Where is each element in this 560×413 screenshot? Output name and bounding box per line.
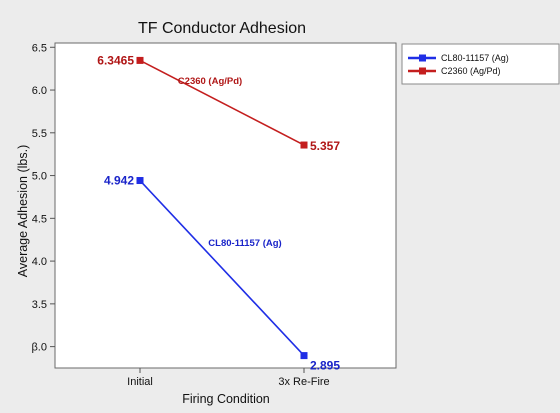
data-point [300, 141, 308, 149]
data-point [136, 56, 144, 64]
data-label: 4.942 [104, 174, 134, 188]
legend-box [401, 43, 560, 85]
series-inline-label: C2360 (Ag/Pd) [178, 76, 242, 87]
y-tick-label: 6.5 [32, 42, 47, 54]
data-point [136, 177, 144, 185]
y-tick-label: 6.0 [32, 85, 47, 97]
data-point [300, 352, 308, 360]
legend-entry-label: C2360 (Ag/Pd) [441, 66, 501, 76]
series-line-0 [139, 179, 305, 357]
x-axis-title: Firing Condition [182, 392, 270, 406]
y-tick-label: β.0 [31, 342, 47, 354]
y-tick-label: 3.5 [32, 299, 47, 311]
y-axis-title: Average Adhesion (lbs.) [16, 145, 30, 278]
y-tick-label: 4.0 [32, 256, 47, 268]
series-line-1 [139, 59, 305, 146]
series-layer: 4.942 2.895 CL80-11157 (Ag) 6.3465 5.357 C236… [97, 53, 340, 372]
y-tick-label: 4.5 [32, 213, 47, 225]
y-tick-label: 5.5 [32, 128, 47, 140]
legend-swatch-marker [419, 54, 426, 62]
plot-area [54, 42, 397, 369]
y-axis: β.0 3.5 4.0 4.5 5.0 5.5 6.0 6.5 [31, 42, 55, 354]
data-label: 2.895 [310, 359, 340, 373]
x-tick-label: Initial [127, 376, 153, 388]
legend-entry-label: CL80-11157 (Ag) [441, 53, 509, 63]
legend-swatch-marker [419, 67, 426, 75]
series-inline-label: CL80-11157 (Ag) [208, 238, 281, 249]
y-tick-label: 5.0 [32, 171, 47, 183]
data-label: 5.357 [310, 139, 340, 153]
legend: CL80-11157 (Ag) C2360 (Ag/Pd) [408, 53, 509, 76]
x-axis: Initial 3x Re-Fire [127, 368, 330, 388]
data-label: 6.3465 [97, 53, 134, 67]
x-tick-label: 3x Re-Fire [278, 376, 329, 388]
chart-title: TF Conductor Adhesion [138, 20, 306, 37]
